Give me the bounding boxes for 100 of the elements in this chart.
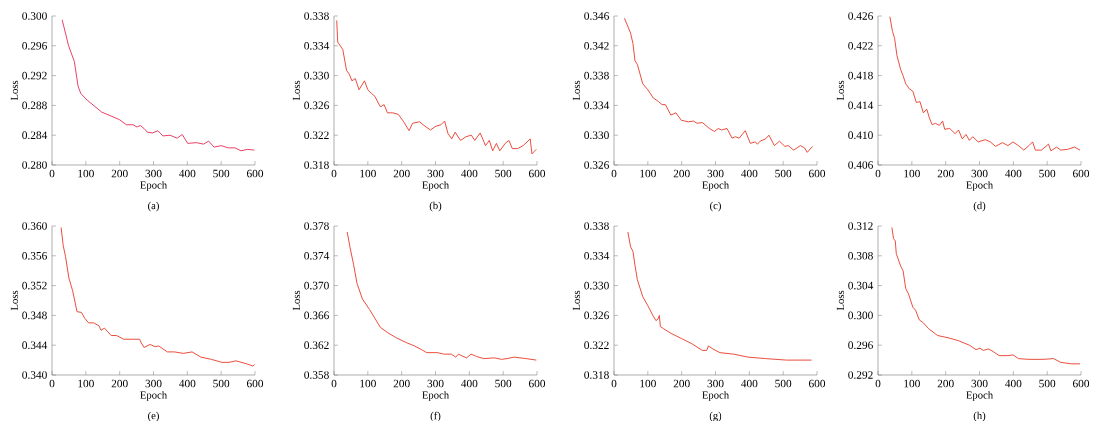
x-axis-title: Epoch bbox=[422, 181, 449, 191]
y-axis-title: Loss bbox=[572, 80, 580, 101]
x-tick-label: 600 bbox=[528, 169, 546, 178]
line-series bbox=[346, 231, 537, 361]
y-tick-label: 0.370 bbox=[304, 281, 329, 290]
x-tick-label: 300 bbox=[427, 379, 444, 388]
y-tick-label: 0.338 bbox=[584, 222, 609, 230]
text: (g) bbox=[709, 411, 722, 421]
x-tick-label: 0 bbox=[49, 169, 55, 178]
x-tick-label: 300 bbox=[427, 169, 444, 178]
x-tick-label: 200 bbox=[111, 379, 128, 388]
x-tick-label: 600 bbox=[808, 379, 826, 388]
y-tick-label: 0.342 bbox=[584, 41, 609, 50]
line-series bbox=[891, 227, 1081, 365]
x-tick-label: 600 bbox=[246, 379, 264, 388]
x-axis-title: Epoch bbox=[140, 391, 167, 401]
y-tick-label: 0.292 bbox=[22, 71, 47, 80]
y-tick-label: 0.322 bbox=[304, 131, 329, 140]
y-axis-title: Loss bbox=[10, 80, 18, 101]
y-tick-label: 0.338 bbox=[584, 71, 609, 80]
x-tick-label: 0 bbox=[611, 169, 617, 178]
y-tick-label: 0.362 bbox=[304, 341, 329, 350]
line-series bbox=[889, 16, 1081, 152]
x-tick-label: 500 bbox=[1039, 169, 1056, 178]
y-tick-label: 0.280 bbox=[22, 161, 47, 169]
y-tick-label: 0.422 bbox=[848, 41, 873, 50]
line-series bbox=[336, 20, 537, 155]
x-tick-label: 100 bbox=[640, 169, 656, 178]
x-tick-label: 100 bbox=[78, 379, 94, 388]
x-tick-label: 500 bbox=[775, 169, 792, 178]
text: (a) bbox=[148, 201, 159, 212]
x-axis-title: Epoch bbox=[966, 181, 993, 191]
x-tick-label: 500 bbox=[1039, 379, 1056, 388]
text: (c) bbox=[710, 201, 721, 212]
x-tick-label: 200 bbox=[673, 379, 690, 388]
x-tick-label: 400 bbox=[461, 169, 478, 178]
x-tick-label: 400 bbox=[741, 379, 758, 388]
x-axis-title: Epoch bbox=[140, 181, 167, 191]
x-tick-label: 500 bbox=[213, 169, 230, 178]
y-tick-label: 0.330 bbox=[304, 71, 329, 80]
x-tick-label: 400 bbox=[741, 169, 758, 178]
x-axis-title: Epoch bbox=[702, 181, 729, 191]
y-tick-label: 0.348 bbox=[22, 311, 47, 320]
y-tick-label: 0.352 bbox=[22, 281, 47, 290]
y-tick-label: 0.312 bbox=[848, 222, 873, 230]
y-tick-label: 0.318 bbox=[304, 161, 329, 169]
x-tick-label: 100 bbox=[360, 379, 376, 388]
y-tick-label: 0.326 bbox=[584, 311, 609, 320]
x-tick-label: 500 bbox=[495, 379, 512, 388]
x-tick-label: 500 bbox=[775, 379, 792, 388]
x-tick-label: 100 bbox=[78, 169, 94, 178]
x-tick-label: 400 bbox=[179, 169, 196, 178]
y-tick-label: 0.284 bbox=[22, 131, 48, 140]
y-tick-label: 0.334 bbox=[584, 251, 610, 260]
y-tick-label: 0.330 bbox=[584, 131, 609, 140]
y-tick-label: 0.344 bbox=[22, 341, 48, 350]
y-tick-label: 0.292 bbox=[848, 371, 873, 379]
x-tick-label: 400 bbox=[461, 379, 478, 388]
x-tick-label: 200 bbox=[937, 379, 954, 388]
x-tick-label: 500 bbox=[213, 379, 230, 388]
y-tick-label: 0.308 bbox=[848, 251, 873, 260]
y-tick-label: 0.414 bbox=[848, 101, 874, 110]
text: (h) bbox=[973, 411, 986, 421]
y-tick-label: 0.296 bbox=[22, 41, 47, 50]
x-tick-label: 600 bbox=[1072, 379, 1090, 388]
y-axis-title: Loss bbox=[836, 80, 844, 101]
text: (f) bbox=[430, 411, 441, 421]
x-tick-label: 0 bbox=[875, 379, 881, 388]
x-tick-label: 500 bbox=[495, 169, 512, 178]
text: (e) bbox=[148, 411, 159, 421]
x-axis-title: Epoch bbox=[966, 391, 993, 401]
x-tick-label: 400 bbox=[179, 379, 196, 388]
x-tick-label: 100 bbox=[904, 169, 920, 178]
y-tick-label: 0.300 bbox=[848, 311, 873, 320]
y-axis-title: Loss bbox=[836, 290, 844, 311]
y-tick-label: 0.410 bbox=[848, 131, 873, 140]
x-tick-label: 0 bbox=[611, 379, 617, 388]
line-series bbox=[61, 19, 255, 152]
y-tick-label: 0.288 bbox=[22, 101, 47, 110]
x-tick-label: 300 bbox=[145, 379, 162, 388]
text: (b) bbox=[429, 201, 442, 212]
x-tick-label: 0 bbox=[875, 169, 881, 178]
x-axis-title: Epoch bbox=[702, 391, 729, 401]
y-tick-label: 0.346 bbox=[584, 12, 609, 20]
x-tick-label: 300 bbox=[145, 169, 162, 178]
y-tick-label: 0.374 bbox=[304, 251, 330, 260]
y-tick-label: 0.418 bbox=[848, 71, 873, 80]
x-tick-label: 600 bbox=[246, 169, 264, 178]
x-tick-label: 200 bbox=[673, 169, 690, 178]
y-tick-label: 0.378 bbox=[304, 222, 329, 230]
x-tick-label: 200 bbox=[111, 169, 128, 178]
y-tick-label: 0.338 bbox=[304, 12, 329, 20]
y-tick-label: 0.358 bbox=[304, 371, 329, 379]
y-tick-label: 0.334 bbox=[304, 41, 330, 50]
x-tick-label: 300 bbox=[707, 169, 724, 178]
y-tick-label: 0.340 bbox=[22, 371, 47, 379]
x-tick-label: 600 bbox=[1072, 169, 1090, 178]
x-tick-label: 100 bbox=[640, 379, 656, 388]
y-axis-title: Loss bbox=[572, 290, 580, 311]
y-tick-label: 0.296 bbox=[848, 341, 873, 350]
